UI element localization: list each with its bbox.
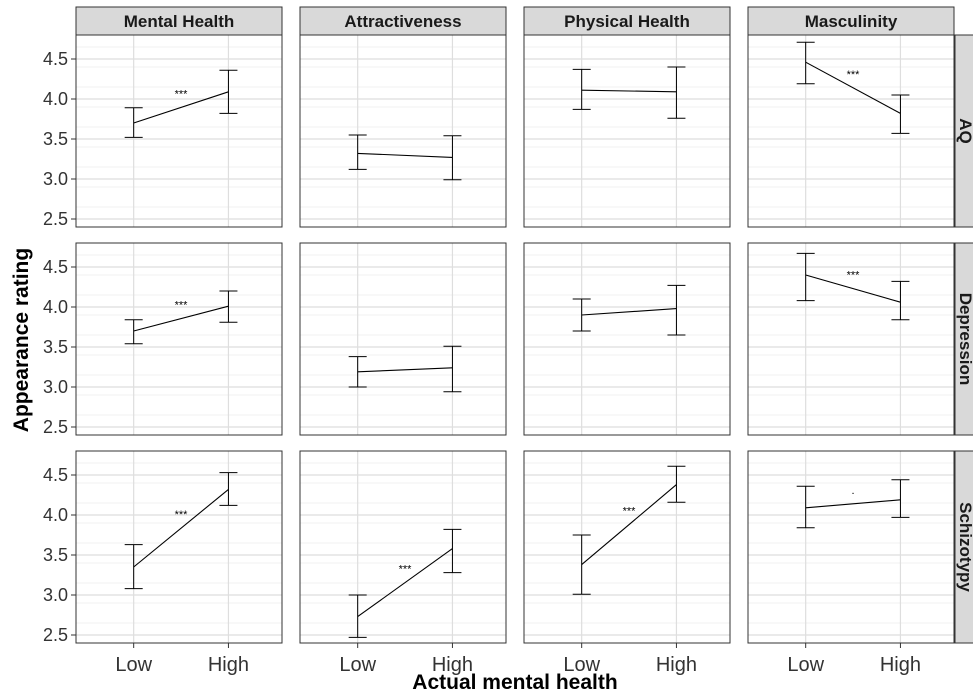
panel-aq-attractiveness	[299, 34, 507, 228]
row-strip-depression	[954, 242, 973, 436]
row-strip-schizotypy	[954, 450, 973, 644]
panel-depression-attractiveness	[299, 242, 507, 436]
panel-border	[747, 450, 955, 644]
panel-border	[523, 242, 731, 436]
panel-depression-mental-health: ***	[75, 242, 283, 436]
panel-background	[748, 35, 954, 227]
panel-depression-masculinity: ***	[747, 242, 955, 436]
x-tick-label: High	[656, 654, 697, 676]
panel-background	[524, 451, 730, 643]
column-strip-mental-health	[75, 6, 283, 36]
y-tick-label: 2.5	[43, 625, 68, 645]
panel-background	[76, 243, 282, 435]
panel-background	[748, 451, 954, 643]
panel-background	[300, 35, 506, 227]
y-tick-label: 4.5	[43, 465, 68, 485]
y-tick-label: 3.5	[43, 545, 68, 565]
x-tick-label: High	[432, 654, 473, 676]
column-strip-physical-health	[523, 6, 731, 36]
y-tick-label: 4.0	[43, 89, 68, 109]
mean-line	[357, 548, 453, 618]
mean-line	[133, 488, 229, 568]
significance-label: ***	[623, 506, 637, 518]
y-tick-label: 2.5	[43, 417, 68, 437]
y-tick-label: 4.0	[43, 297, 68, 317]
y-tick-label: 4.0	[43, 505, 68, 525]
significance-label: ***	[847, 270, 861, 282]
y-tick-label: 3.0	[43, 169, 68, 189]
x-tick-label: Low	[115, 654, 152, 676]
significance-label: ***	[847, 69, 861, 81]
panel-background	[524, 243, 730, 435]
significance-label: ***	[175, 88, 189, 100]
significance-label: .	[852, 485, 855, 497]
panel-border	[75, 450, 283, 644]
significance-label: ***	[175, 509, 189, 521]
row-strip-label: Depression	[956, 293, 973, 386]
x-tick-label: Low	[787, 654, 824, 676]
panel-border	[299, 242, 507, 436]
panel-schizotypy-masculinity: .	[747, 450, 955, 644]
panel-background	[300, 451, 506, 643]
panel-border	[523, 34, 731, 228]
mean-line	[133, 91, 229, 124]
x-tick-label: Low	[563, 654, 600, 676]
mean-line	[805, 499, 901, 509]
panel-aq-mental-health: ***	[75, 34, 283, 228]
x-tick-label: High	[208, 654, 249, 676]
x-tick-label: High	[880, 654, 921, 676]
y-tick-label: 4.5	[43, 257, 68, 277]
mean-line	[357, 367, 453, 373]
y-tick-label: 3.5	[43, 337, 68, 357]
column-strip-masculinity	[747, 6, 955, 36]
panel-aq-physical-health	[523, 34, 731, 228]
panel-border	[523, 450, 731, 644]
row-strip-label: Schizotypy	[956, 502, 973, 592]
significance-label: ***	[399, 564, 413, 576]
panel-border	[747, 242, 955, 436]
panel-depression-physical-health	[523, 242, 731, 436]
y-tick-label: 3.0	[43, 585, 68, 605]
panel-background	[76, 35, 282, 227]
mean-line	[581, 308, 677, 316]
mean-line	[581, 89, 677, 93]
mean-line	[133, 305, 229, 332]
row-strip-label: AQ	[956, 118, 973, 144]
panel-schizotypy-attractiveness: ***	[299, 450, 507, 644]
panel-border	[75, 242, 283, 436]
panel-border	[299, 450, 507, 644]
x-axis-label: Actual mental health	[412, 671, 617, 694]
y-tick-label: 2.5	[43, 209, 68, 229]
y-tick-label: 3.5	[43, 129, 68, 149]
panel-border	[747, 34, 955, 228]
panel-background	[76, 451, 282, 643]
panel-grid: Mental Health Attractiveness Physical Heal…	[43, 6, 973, 676]
panel-background	[524, 35, 730, 227]
panel-aq-masculinity: ***	[747, 34, 955, 228]
y-axis-label: Appearance rating	[10, 248, 33, 432]
panel-schizotypy-mental-health: ***	[75, 450, 283, 644]
panel-schizotypy-physical-health: ***	[523, 450, 731, 644]
panel-border	[299, 34, 507, 228]
x-tick-label: Low	[339, 654, 376, 676]
panel-background	[300, 243, 506, 435]
y-tick-label: 3.0	[43, 377, 68, 397]
column-strip-label: Mental Health	[124, 12, 235, 31]
column-strip-label: Attractiveness	[344, 12, 461, 31]
panel-border	[75, 34, 283, 228]
mean-line	[805, 274, 901, 303]
mean-line	[805, 61, 901, 114]
significance-label: ***	[175, 300, 189, 312]
mean-line	[581, 484, 677, 566]
row-strip-aq	[954, 34, 973, 228]
y-tick-label: 4.5	[43, 49, 68, 69]
column-strip-label: Masculinity	[805, 12, 898, 31]
mean-line	[357, 152, 453, 158]
column-strip-label: Physical Health	[564, 12, 690, 31]
